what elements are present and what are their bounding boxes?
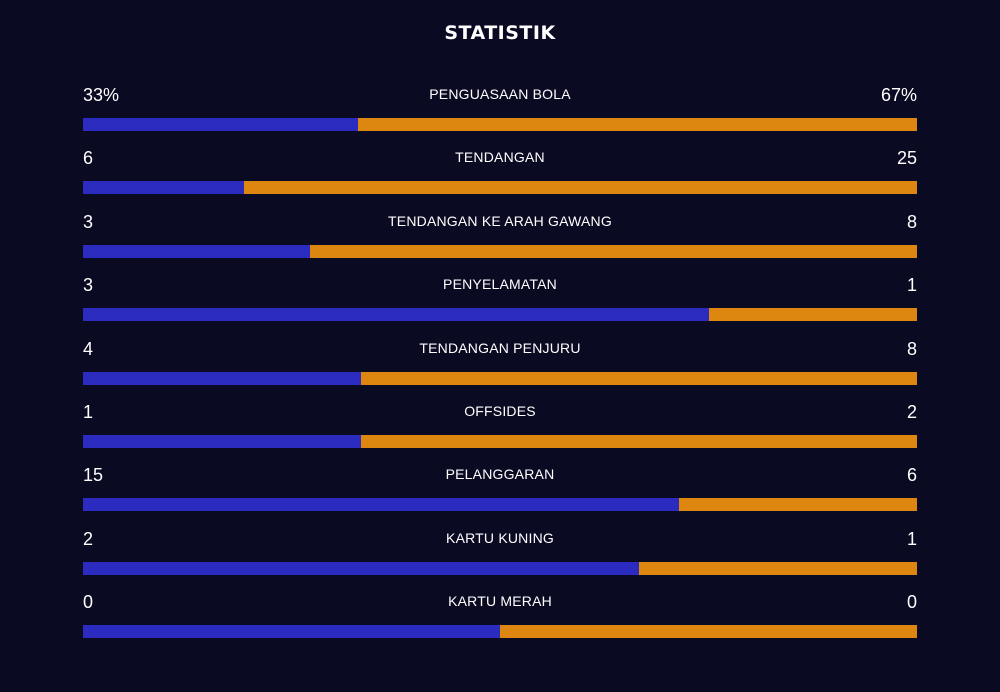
home-value: 3: [83, 211, 94, 232]
stat-row-header: 0 KARTU MERAH 0: [83, 587, 917, 625]
away-value: 25: [896, 148, 917, 169]
home-value: 4: [83, 338, 94, 359]
away-bar-segment: [708, 308, 917, 322]
stat-row-header: 2 KARTU KUNING 1: [83, 524, 917, 562]
away-value: 2: [906, 401, 917, 422]
stat-row: 2 KARTU KUNING 1: [83, 524, 917, 587]
away-value: 6: [906, 465, 917, 486]
home-bar-segment: [83, 625, 500, 639]
home-value: 3: [83, 275, 94, 296]
away-bar-segment: [310, 244, 917, 258]
stat-label: PELANGGARAN: [445, 466, 555, 483]
away-value: 1: [906, 528, 917, 549]
home-value: 1: [83, 401, 94, 422]
home-value: 2: [83, 528, 94, 549]
stat-label: PENGUASAAN BOLA: [429, 86, 571, 102]
away-value: 67%: [880, 85, 917, 105]
stat-bar: [83, 118, 917, 131]
stat-bar: [83, 181, 917, 195]
stat-row: 3 PENYELAMATAN 1: [83, 270, 917, 333]
stat-row: 0 KARTU MERAH 0: [83, 587, 917, 650]
home-value: 15: [83, 465, 104, 486]
stat-bar: [83, 308, 917, 322]
stat-label: PENYELAMATAN: [443, 276, 557, 293]
home-value: 0: [83, 592, 94, 613]
home-value: 33%: [83, 85, 120, 105]
stat-row: 33% PENGUASAAN BOLA 67%: [83, 80, 917, 143]
stat-row-header: 3 PENYELAMATAN 1: [83, 270, 917, 308]
stat-row-header: 33% PENGUASAAN BOLA 67%: [83, 80, 917, 118]
home-bar-segment: [83, 181, 245, 195]
away-bar-segment: [678, 498, 917, 512]
away-value: 8: [906, 211, 917, 232]
stats-list: 33% PENGUASAAN BOLA 67% 6 TENDANGAN 25 3 TENDAN…: [83, 80, 917, 651]
stat-label: KARTU MERAH: [448, 593, 552, 610]
stat-row: 4 TENDANGAN PENJURU 8: [83, 334, 917, 397]
stat-bar: [83, 498, 917, 512]
stat-row: 6 TENDANGAN 25: [83, 143, 917, 206]
stat-row: 3 TENDANGAN KE ARAH GAWANG 8: [83, 207, 917, 270]
away-bar-segment: [638, 561, 917, 575]
stat-label: KARTU KUNING: [446, 529, 554, 546]
chart-title: STATISTIK: [444, 22, 556, 44]
away-bar-segment: [500, 625, 917, 639]
stat-label: TENDANGAN: [455, 149, 545, 166]
away-bar-segment: [360, 434, 917, 448]
away-value: 1: [906, 275, 917, 296]
home-bar-segment: [83, 371, 361, 385]
stat-row: 1 OFFSIDES 2: [83, 397, 917, 460]
stat-row-header: 3 TENDANGAN KE ARAH GAWANG 8: [83, 207, 917, 245]
home-bar-segment: [83, 118, 359, 131]
home-bar-segment: [83, 434, 361, 448]
stat-label: TENDANGAN KE ARAH GAWANG: [388, 212, 612, 229]
away-bar-segment: [358, 118, 917, 131]
away-value: 8: [906, 338, 917, 359]
stat-bar: [83, 561, 917, 575]
home-bar-segment: [83, 244, 311, 258]
away-bar-segment: [244, 181, 917, 195]
away-value: 0: [906, 592, 917, 613]
stat-bar: [83, 244, 917, 258]
home-bar-segment: [83, 498, 679, 512]
away-bar-segment: [360, 371, 917, 385]
stat-label: TENDANGAN PENJURU: [419, 339, 581, 356]
stat-bar: [83, 371, 917, 385]
stat-label: OFFSIDES: [464, 402, 536, 419]
home-bar-segment: [83, 561, 639, 575]
stat-row-header: 15 PELANGGARAN 6: [83, 460, 917, 498]
stat-row: 15 PELANGGARAN 6: [83, 460, 917, 523]
stat-bar: [83, 434, 917, 448]
stat-bar: [83, 625, 917, 639]
stat-row-header: 1 OFFSIDES 2: [83, 397, 917, 435]
home-value: 6: [83, 148, 94, 169]
stat-row-header: 6 TENDANGAN 25: [83, 143, 917, 181]
home-bar-segment: [83, 308, 709, 322]
stat-row-header: 4 TENDANGAN PENJURU 8: [83, 334, 917, 372]
